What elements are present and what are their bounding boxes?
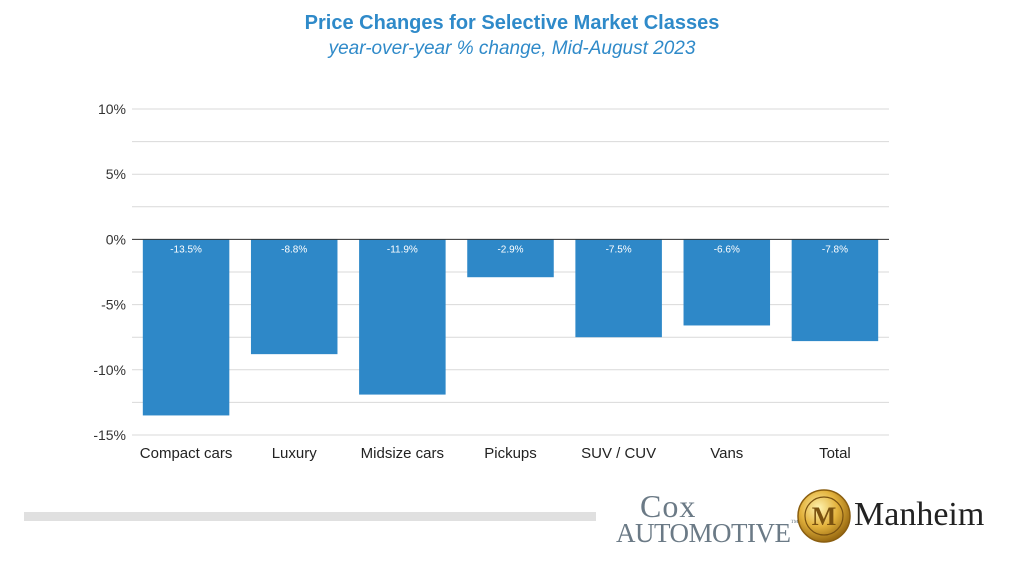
x-tick-label: Midsize cars <box>361 445 444 462</box>
bar-chart: -13.5% Compact cars -8.8% Luxury -11.9% Midsi… <box>93 101 889 462</box>
manheim-logo-word: Manheim <box>854 496 985 533</box>
data-label: -13.5% <box>170 244 202 255</box>
y-tick-label: 10% <box>98 101 126 117</box>
data-label: -7.5% <box>606 244 632 255</box>
y-tick-label: -15% <box>93 427 126 443</box>
x-tick-label: Luxury <box>272 445 318 462</box>
data-label: -8.8% <box>281 244 307 255</box>
bar <box>467 239 554 278</box>
chart-subtitle: year-over-year % change, Mid-August 2023 <box>328 38 696 59</box>
manheim-badge-icon: M <box>797 489 851 543</box>
data-label: -6.6% <box>714 244 740 255</box>
bar <box>359 239 446 395</box>
bar <box>683 239 771 326</box>
y-tick-label: -5% <box>101 297 126 313</box>
x-tick-label: Vans <box>710 445 743 462</box>
svg-text:M: M <box>812 502 837 531</box>
x-tick-label: Total <box>819 445 851 462</box>
bar <box>791 239 879 342</box>
footer-divider <box>24 512 596 521</box>
x-tick-label: SUV / CUV <box>581 445 656 462</box>
data-label: -11.9% <box>387 244 418 255</box>
bar <box>142 239 230 416</box>
bar <box>250 239 338 355</box>
x-tick-label: Compact cars <box>140 445 233 462</box>
bar <box>575 239 662 338</box>
y-tick-label: -10% <box>93 362 126 378</box>
data-label: -2.9% <box>497 244 523 255</box>
cox-logo-word: Cox <box>640 488 697 524</box>
chart-title: Price Changes for Selective Market Class… <box>304 12 720 34</box>
y-tick-label: 5% <box>106 166 126 182</box>
data-label: -7.8% <box>822 244 848 255</box>
y-tick-label: 0% <box>106 231 126 247</box>
cox-logo-subword: Automotive™ <box>616 518 798 548</box>
manheim-logo: M Manheim <box>796 488 1006 544</box>
cox-automotive-logo: Cox Automotive™ <box>612 488 798 548</box>
x-tick-label: Pickups <box>484 445 537 462</box>
